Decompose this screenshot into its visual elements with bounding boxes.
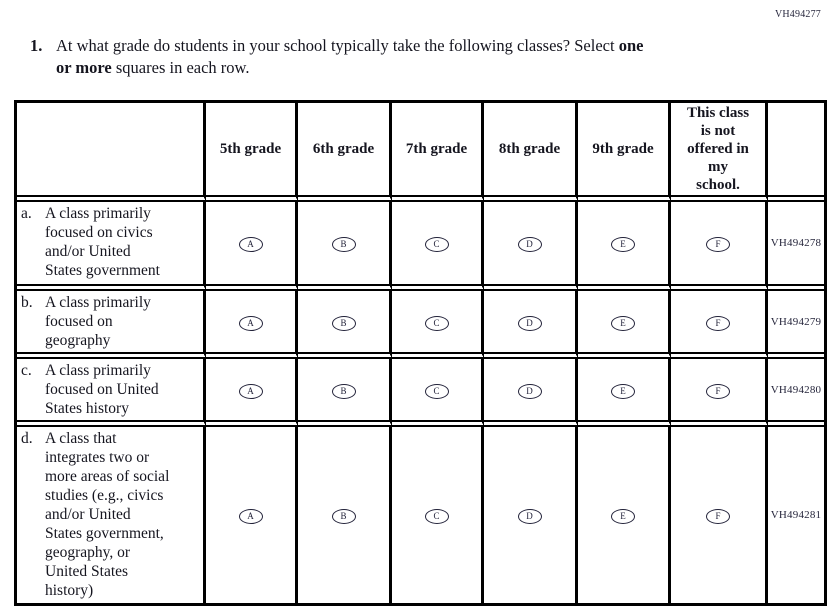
question-seg1: At what grade do students in your school… <box>56 36 619 55</box>
option-cell: F <box>671 202 768 291</box>
row-prefix: c. <box>21 362 32 379</box>
option-cell: E <box>578 291 671 359</box>
row-label-text: A class that integrates two or more area… <box>45 430 170 599</box>
option-cell: E <box>578 427 671 603</box>
answer-bubble-f[interactable]: F <box>706 315 730 331</box>
row-code: VH494279 <box>768 291 824 359</box>
answer-bubble-e[interactable]: E <box>611 383 635 399</box>
answer-bubble-f[interactable]: F <box>706 237 730 252</box>
header-9th-grade: 9th grade <box>578 103 671 202</box>
option-cell: D <box>484 359 578 427</box>
option-cell: A <box>206 427 298 603</box>
option-cell: C <box>392 202 484 291</box>
answer-bubble-f[interactable]: F <box>706 383 730 399</box>
option-cell: C <box>392 291 484 359</box>
option-cell: E <box>578 202 671 291</box>
option-cell: B <box>298 427 392 603</box>
answer-bubble-b[interactable]: B <box>331 237 356 252</box>
row-label-text: A class primarily focused on civics and/… <box>45 205 160 279</box>
answer-bubble-d[interactable]: D <box>517 237 542 252</box>
row-code: VH494280 <box>768 359 824 427</box>
option-cell: C <box>392 427 484 603</box>
answer-bubble-b[interactable]: B <box>331 315 356 331</box>
row-label: d. A class that integrates two or more a… <box>17 427 203 602</box>
row-prefix: a. <box>21 205 32 222</box>
answer-bubble-c[interactable]: C <box>424 315 449 331</box>
question-seg2: squares in each row. <box>111 58 250 78</box>
table-row-b: b. A class primarily focused on geograph… <box>17 291 824 359</box>
header-5th-grade: 5th grade <box>206 103 298 202</box>
row-label-column-header <box>17 103 206 202</box>
row-prefix: d. <box>21 430 33 447</box>
option-cell: A <box>206 359 298 427</box>
option-cell: D <box>484 427 578 603</box>
option-cell: D <box>484 202 578 291</box>
option-cell: A <box>206 202 298 291</box>
table-row-d: d. A class that integrates two or more a… <box>17 427 824 603</box>
option-cell: F <box>671 427 768 603</box>
option-cell: C <box>392 359 484 427</box>
header-row: 5th grade 6th grade 7th grade 8th grade … <box>17 103 824 202</box>
answer-bubble-c[interactable]: C <box>424 509 449 524</box>
answer-bubble-d[interactable]: D <box>517 315 542 331</box>
option-cell: A <box>206 291 298 359</box>
header-6th-grade: 6th grade <box>298 103 392 202</box>
option-cell: B <box>298 359 392 427</box>
answer-bubble-b[interactable]: B <box>331 509 356 524</box>
answer-bubble-a[interactable]: A <box>238 315 263 331</box>
answer-bubble-e[interactable]: E <box>611 509 635 524</box>
row-label: c. A class primarily focused on United S… <box>17 359 203 420</box>
option-cell: F <box>671 291 768 359</box>
question-block: 1. At what grade do students in your sch… <box>30 35 770 80</box>
row-prefix: b. <box>21 294 33 311</box>
row-label-cell: d. A class that integrates two or more a… <box>17 427 206 603</box>
answer-bubble-e[interactable]: E <box>611 315 635 331</box>
row-label-text: A class primarily focused on United Stat… <box>45 362 159 417</box>
answer-bubble-d[interactable]: D <box>517 509 542 524</box>
question-bold-or-more: or more <box>56 58 112 78</box>
option-cell: E <box>578 359 671 427</box>
header-7th-grade: 7th grade <box>392 103 484 202</box>
answer-bubble-a[interactable]: A <box>238 237 263 252</box>
row-label: b. A class primarily focused on geograph… <box>17 291 203 352</box>
question-number: 1. <box>30 36 43 55</box>
header-not-offered: This class is not offered in my school. <box>671 103 768 202</box>
answer-bubble-c[interactable]: C <box>424 237 449 252</box>
code-column-header <box>768 103 824 202</box>
answer-bubble-a[interactable]: A <box>238 383 263 399</box>
row-label-cell: a. A class primarily focused on civics a… <box>17 202 206 291</box>
row-label-cell: c. A class primarily focused on United S… <box>17 359 206 427</box>
question-table: 5th grade 6th grade 7th grade 8th grade … <box>14 100 827 606</box>
header-8th-grade: 8th grade <box>484 103 578 202</box>
answer-bubble-b[interactable]: B <box>331 383 356 399</box>
row-label-text: A class primarily focused on geography <box>45 294 151 349</box>
option-cell: B <box>298 291 392 359</box>
answer-bubble-c[interactable]: C <box>424 383 449 399</box>
option-cell: B <box>298 202 392 291</box>
row-code: VH494278 <box>768 202 824 291</box>
row-label: a. A class primarily focused on civics a… <box>17 202 203 282</box>
page-code: VH494277 <box>774 9 821 20</box>
table-row-a: a. A class primarily focused on civics a… <box>17 202 824 291</box>
row-label-cell: b. A class primarily focused on geograph… <box>17 291 206 359</box>
answer-bubble-f[interactable]: F <box>706 509 730 524</box>
answer-bubble-d[interactable]: D <box>517 383 542 399</box>
answer-bubble-e[interactable]: E <box>611 237 635 252</box>
question-text: At what grade do students in your school… <box>56 35 770 80</box>
row-code: VH494281 <box>768 427 824 603</box>
answer-bubble-a[interactable]: A <box>238 509 263 524</box>
table-row-c: c. A class primarily focused on United S… <box>17 359 824 427</box>
question-bold-one: one <box>618 36 644 55</box>
option-cell: D <box>484 291 578 359</box>
option-cell: F <box>671 359 768 427</box>
